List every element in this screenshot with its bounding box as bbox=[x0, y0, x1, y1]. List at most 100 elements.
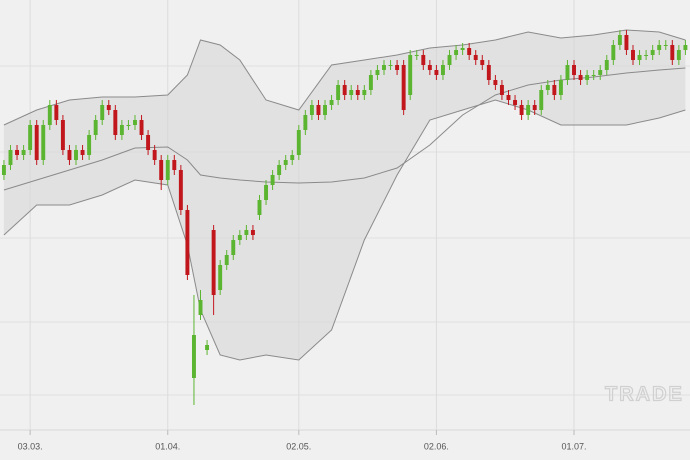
candle-body bbox=[34, 125, 39, 160]
candle-body bbox=[604, 60, 609, 70]
candle-body bbox=[139, 120, 144, 135]
candle-body bbox=[211, 230, 216, 295]
candle-body bbox=[60, 120, 65, 150]
candle-body bbox=[28, 125, 33, 150]
candle-body bbox=[408, 55, 413, 95]
candle-body bbox=[421, 55, 426, 65]
candle-body bbox=[165, 160, 170, 180]
band-fill bbox=[3, 30, 686, 360]
candle-body bbox=[290, 155, 295, 160]
candle-body bbox=[205, 345, 210, 350]
candle-body bbox=[218, 265, 223, 290]
candle-body bbox=[80, 150, 85, 155]
candle-body bbox=[329, 100, 334, 105]
candle-body bbox=[368, 75, 373, 90]
candle-body bbox=[270, 175, 275, 185]
candle-body bbox=[480, 60, 485, 65]
candle-body bbox=[355, 90, 360, 95]
candle-body bbox=[264, 185, 269, 200]
candle-body bbox=[67, 150, 72, 160]
candle-body bbox=[342, 85, 347, 95]
candle-body bbox=[585, 75, 590, 80]
candle-body bbox=[637, 55, 642, 60]
candle-body bbox=[414, 55, 419, 56]
candle-body bbox=[231, 240, 236, 255]
band-lower bbox=[3, 99, 686, 361]
candle-body bbox=[87, 135, 92, 155]
candle-body bbox=[106, 105, 111, 110]
candle-body bbox=[427, 65, 432, 70]
candle-body bbox=[152, 150, 157, 160]
candle-body bbox=[257, 200, 262, 215]
candle-body bbox=[349, 90, 354, 95]
candle-body bbox=[382, 65, 386, 70]
candle-body bbox=[375, 70, 380, 75]
candle-body bbox=[519, 105, 524, 115]
candle-body bbox=[113, 110, 118, 135]
candle-body bbox=[277, 165, 282, 175]
candle-body bbox=[631, 50, 635, 60]
candle-body bbox=[191, 335, 196, 378]
candle-body bbox=[657, 45, 662, 50]
candle-body bbox=[526, 105, 531, 115]
candle-body bbox=[336, 85, 341, 100]
candle-body bbox=[486, 65, 491, 80]
candle-body bbox=[578, 75, 583, 80]
candle-body bbox=[545, 85, 550, 90]
x-tick-label: 01.04. bbox=[155, 441, 180, 451]
candle-body bbox=[467, 48, 472, 55]
candle-body bbox=[316, 105, 321, 115]
candle-body bbox=[565, 65, 570, 80]
x-tick-label: 02.06. bbox=[424, 441, 449, 451]
candle-body bbox=[434, 70, 439, 75]
candle-body bbox=[460, 48, 465, 50]
candle-body bbox=[296, 130, 301, 155]
candle-body bbox=[303, 115, 308, 130]
candle-body bbox=[178, 170, 183, 210]
candle-body bbox=[572, 65, 576, 75]
candle-body bbox=[473, 55, 478, 60]
candle-body bbox=[663, 45, 668, 46]
x-tick-label: 02.05. bbox=[286, 441, 311, 451]
candle-body bbox=[100, 105, 105, 120]
candle-body bbox=[644, 55, 649, 56]
candle-body bbox=[617, 35, 622, 45]
candle-body bbox=[93, 120, 98, 135]
candle-body bbox=[624, 35, 629, 50]
candle-body bbox=[309, 105, 314, 115]
candle-body bbox=[388, 65, 393, 66]
candle-body bbox=[8, 150, 13, 165]
candle-body bbox=[54, 105, 59, 120]
candle-body bbox=[237, 235, 242, 240]
candle-body bbox=[362, 90, 367, 95]
band-upper bbox=[3, 29, 686, 126]
candle-body bbox=[15, 150, 20, 155]
candle-body bbox=[676, 50, 681, 60]
candle-body bbox=[47, 105, 52, 125]
candle-body bbox=[395, 65, 400, 70]
candle-body bbox=[598, 70, 603, 75]
candle-body bbox=[323, 105, 327, 115]
candle-body bbox=[74, 150, 78, 160]
candle-body bbox=[440, 65, 445, 75]
candle-body bbox=[244, 230, 249, 235]
candle-body bbox=[611, 45, 616, 60]
candle-body bbox=[401, 65, 406, 110]
x-tick-label: 03.03. bbox=[18, 441, 43, 451]
candle-body bbox=[224, 255, 229, 265]
candle-body bbox=[493, 80, 498, 85]
candle-body bbox=[185, 210, 190, 275]
candle-body bbox=[159, 160, 164, 180]
candle-body bbox=[198, 300, 203, 315]
candle-body bbox=[146, 135, 151, 150]
candle-body bbox=[650, 50, 655, 55]
x-tick-label: 01.07. bbox=[562, 441, 587, 451]
candle-body bbox=[133, 120, 137, 125]
candle-body bbox=[552, 85, 557, 95]
candle-body bbox=[683, 45, 688, 50]
candle-body bbox=[250, 230, 255, 235]
candle-body bbox=[126, 125, 131, 126]
candle-body bbox=[539, 90, 544, 110]
candle-body bbox=[499, 85, 504, 95]
